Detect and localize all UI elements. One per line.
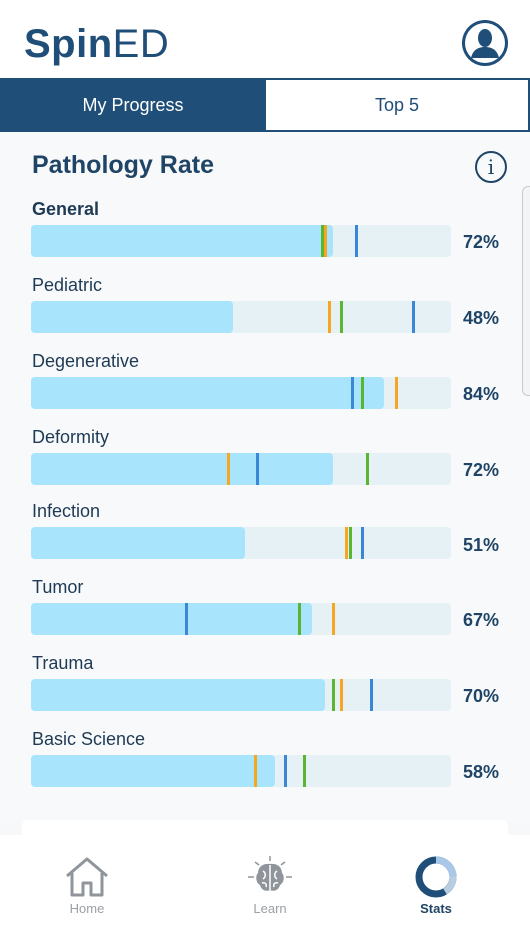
progress-bar-degenerative — [31, 377, 451, 409]
green-marker-basic-science — [302, 755, 306, 787]
nav-learn-label: Learn — [253, 901, 287, 916]
profile-avatar-icon[interactable] — [462, 20, 508, 66]
app-header: SpinED — [0, 0, 530, 78]
progress-bar-deformity — [31, 453, 451, 485]
nav-stats-label: Stats — [420, 901, 452, 916]
orange-marker-pediatric — [327, 301, 331, 333]
percent-deformity: 72% — [462, 460, 500, 480]
tab-my-progress[interactable]: My Progress — [0, 78, 266, 132]
row-label-tumor: Tumor — [32, 577, 84, 597]
orange-marker-deformity — [226, 453, 230, 485]
tab-top-5-label: Top 5 — [374, 94, 420, 115]
progress-bar-general — [31, 225, 451, 257]
green-marker-infection — [348, 527, 352, 559]
percent-infection: 51% — [462, 535, 500, 555]
percent-tumor: 67% — [462, 610, 500, 630]
percent-degenerative: 84% — [462, 384, 500, 404]
progress-fill-infection — [31, 527, 246, 559]
percent-general: 72% — [462, 232, 500, 252]
progress-bar-trauma — [31, 679, 451, 711]
green-marker-degenerative — [361, 377, 365, 409]
percent-basic-science: 58% — [462, 762, 500, 782]
row-label-infection: Infection — [32, 501, 101, 521]
blue-marker-general — [355, 225, 358, 257]
progress-fill-basic-science — [31, 755, 275, 787]
green-marker-pediatric — [340, 301, 344, 333]
progress-fill-pediatric — [31, 301, 233, 333]
orange-marker-basic-science — [254, 755, 258, 787]
row-label-trauma: Trauma — [32, 653, 94, 673]
row-label-degenerative: Degenerative — [32, 351, 140, 371]
app-logo: SpinED — [24, 22, 169, 67]
row-label-general: General — [32, 199, 100, 219]
blue-marker-pediatric — [411, 301, 415, 333]
progress-fill-general — [31, 225, 334, 257]
blue-marker-degenerative — [350, 377, 354, 409]
orange-marker-general — [323, 225, 327, 257]
app-name-bold: Spin — [24, 22, 113, 66]
progress-fill-deformity — [31, 453, 334, 485]
progress-fill-tumor — [31, 603, 313, 635]
tab-my-progress-label: My Progress — [82, 94, 184, 115]
scrollbar[interactable] — [522, 186, 530, 396]
green-marker-general — [321, 225, 325, 257]
progress-bar-pediatric — [31, 301, 451, 333]
orange-marker-trauma — [340, 679, 344, 711]
row-label-deformity: Deformity — [32, 427, 110, 447]
green-marker-tumor — [298, 603, 302, 635]
row-label-basic-science: Basic Science — [32, 729, 146, 749]
green-marker-deformity — [365, 453, 369, 485]
tab-top-5[interactable]: Top 5 — [266, 78, 530, 132]
orange-marker-infection — [344, 527, 348, 559]
nav-learn[interactable]: Learn — [220, 855, 320, 916]
app-name-light: ED — [112, 22, 170, 66]
progress-fill-degenerative — [31, 377, 384, 409]
blue-marker-trauma — [369, 679, 373, 711]
progress-fill-trauma — [31, 679, 325, 711]
progress-bar-infection — [31, 527, 451, 559]
green-marker-trauma — [331, 679, 335, 711]
row-label-pediatric: Pediatric — [32, 275, 103, 295]
house-icon — [66, 857, 108, 897]
section-title: Pathology Rate — [32, 151, 214, 179]
nav-stats[interactable]: Stats — [386, 855, 486, 916]
donut-chart-icon — [415, 856, 457, 898]
bottom-navigation: Home Learn Stats — [0, 835, 530, 931]
progress-bar-basic-science — [31, 755, 451, 787]
percent-trauma: 70% — [462, 686, 500, 706]
nav-home-label: Home — [69, 901, 105, 916]
info-icon[interactable]: i — [475, 151, 507, 183]
orange-marker-degenerative — [394, 377, 398, 409]
percent-pediatric: 48% — [462, 308, 500, 328]
nav-home[interactable]: Home — [37, 855, 137, 916]
tab-bar: My Progress Top 5 — [0, 78, 530, 132]
blue-marker-infection — [361, 527, 365, 559]
blue-marker-tumor — [184, 603, 188, 635]
blue-marker-deformity — [256, 453, 260, 485]
orange-marker-tumor — [331, 603, 335, 635]
blue-marker-basic-science — [283, 755, 287, 787]
brain-icon — [248, 856, 292, 891]
progress-bar-tumor — [31, 603, 451, 635]
